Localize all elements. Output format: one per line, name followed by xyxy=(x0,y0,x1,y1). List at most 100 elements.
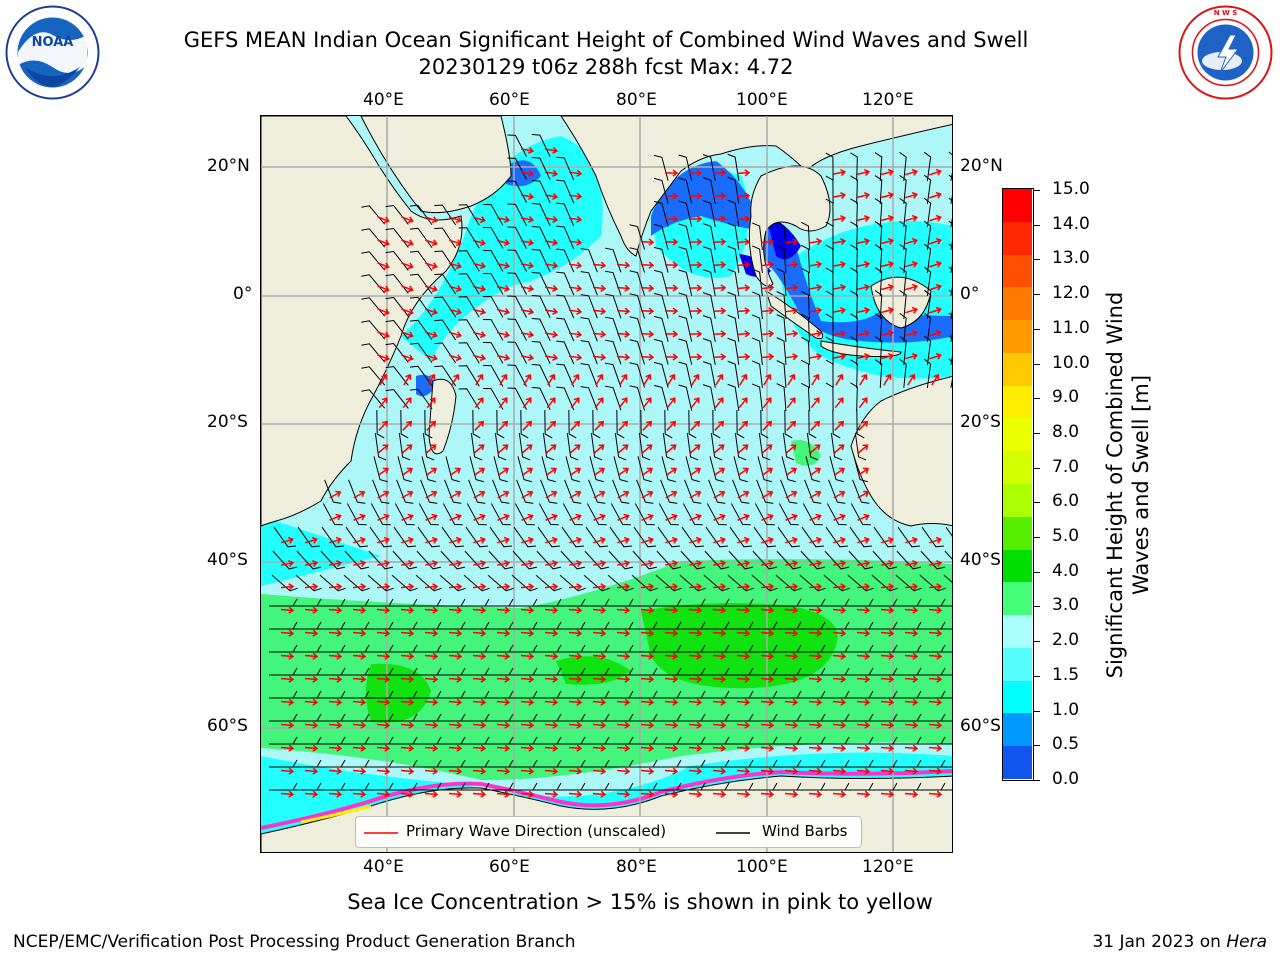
wave-arrow xyxy=(712,767,727,775)
wave-arrow xyxy=(832,329,847,338)
wind-barb xyxy=(850,221,858,251)
wave-arrow xyxy=(640,675,655,683)
wave-arrow xyxy=(328,744,343,752)
wave-arrow xyxy=(568,238,583,246)
wave-arrow xyxy=(616,629,631,637)
wave-arrow xyxy=(449,467,461,477)
wave-arrow xyxy=(856,629,871,637)
wave-arrow xyxy=(496,331,511,339)
wave-arrow xyxy=(472,767,487,775)
wind-barb xyxy=(559,574,586,592)
wave-arrow xyxy=(424,606,439,614)
wave-arrow xyxy=(568,261,583,269)
wave-arrow xyxy=(808,583,823,591)
wind-barb xyxy=(416,550,442,570)
wave-arrow xyxy=(856,283,871,291)
wave-arrow xyxy=(952,329,953,339)
wave-arrow xyxy=(688,307,703,315)
wave-arrow xyxy=(520,698,535,706)
wind-barb xyxy=(400,409,409,439)
wind-barb xyxy=(850,244,858,274)
colorbar-segment xyxy=(1003,385,1032,419)
wave-arrow xyxy=(856,698,871,706)
land-australia xyxy=(850,375,952,527)
wave-arrow xyxy=(688,559,703,568)
wind-barb xyxy=(754,503,775,526)
wind-barb xyxy=(832,409,841,439)
colorbar-tick-label: 0.0 xyxy=(1052,769,1080,789)
wave-arrow xyxy=(304,698,319,706)
wind-barb xyxy=(923,174,932,204)
wave-arrow xyxy=(691,373,700,386)
swell-patch-bright-green-1 xyxy=(556,656,631,685)
wave-arrow xyxy=(402,397,412,409)
wave-arrow xyxy=(856,767,871,775)
wave-arrow xyxy=(328,767,343,775)
wave-arrow xyxy=(425,467,437,477)
wind-barb xyxy=(874,336,883,366)
wave-arrow xyxy=(833,513,846,522)
wave-arrow xyxy=(592,744,607,752)
wind-barb xyxy=(802,503,823,526)
wave-arrow xyxy=(376,744,391,752)
wave-arrow xyxy=(905,237,918,245)
wave-arrow xyxy=(304,767,319,775)
colorbar-tick-mark xyxy=(1034,710,1040,712)
wave-arrow xyxy=(905,352,918,360)
wave-arrow xyxy=(760,721,775,729)
top-lon-tick-100e: 100°E xyxy=(736,90,788,110)
wave-arrow xyxy=(808,675,823,683)
wave-arrow xyxy=(448,606,463,614)
wave-arrow xyxy=(424,629,439,637)
wave-arrow xyxy=(760,675,775,683)
wind-barb xyxy=(828,479,846,504)
wind-barb xyxy=(272,550,298,570)
wave-arrow xyxy=(425,308,438,316)
wave-arrow xyxy=(377,536,390,544)
wave-arrow xyxy=(377,239,390,247)
wind-barb xyxy=(825,336,834,366)
colorbar-tick-label: 14.0 xyxy=(1052,213,1090,234)
wave-arrow xyxy=(712,353,727,361)
wind-barb xyxy=(941,628,952,630)
wind-barb xyxy=(899,289,907,319)
colorbar-tick-label: 10.0 xyxy=(1052,352,1090,373)
wave-arrow xyxy=(640,261,655,269)
arabian-sea-cyan xyxy=(401,136,603,361)
wave-arrow xyxy=(664,583,679,591)
wave-arrow xyxy=(929,283,942,291)
wave-arrow xyxy=(304,559,319,568)
wave-arrow xyxy=(881,237,895,245)
wind-barb xyxy=(776,222,787,251)
wave-arrow xyxy=(544,330,559,338)
wave-arrow xyxy=(905,191,918,199)
wind-barb xyxy=(679,574,706,592)
wave-arrow xyxy=(328,559,343,568)
footer-credit: NCEP/EMC/Verification Post Processing Pr… xyxy=(13,932,576,952)
wave-arrow xyxy=(641,490,654,499)
wave-arrow xyxy=(784,330,799,338)
wind-barb xyxy=(923,289,932,319)
wave-arrow xyxy=(928,744,943,752)
wind-barb xyxy=(517,456,532,483)
wave-arrow xyxy=(907,373,916,386)
wave-arrow xyxy=(712,652,727,660)
wind-barb xyxy=(923,151,932,181)
wave-arrow xyxy=(737,444,749,454)
wind-barb xyxy=(636,479,654,504)
wave-arrow xyxy=(376,606,391,614)
wind-barb xyxy=(634,503,655,526)
wind-barb xyxy=(948,289,952,319)
wave-arrow xyxy=(736,238,751,246)
wave-arrow xyxy=(832,721,847,729)
colorbar-segment xyxy=(1003,713,1032,747)
wind-barb xyxy=(469,456,484,483)
wind-barb xyxy=(488,550,514,570)
wave-arrow xyxy=(352,606,367,614)
wind-barb xyxy=(418,503,439,526)
wind-barb xyxy=(874,313,883,343)
wind-barb xyxy=(850,175,858,205)
wave-arrow xyxy=(688,629,703,637)
wind-barb xyxy=(507,364,527,387)
wave-arrow xyxy=(376,675,391,683)
